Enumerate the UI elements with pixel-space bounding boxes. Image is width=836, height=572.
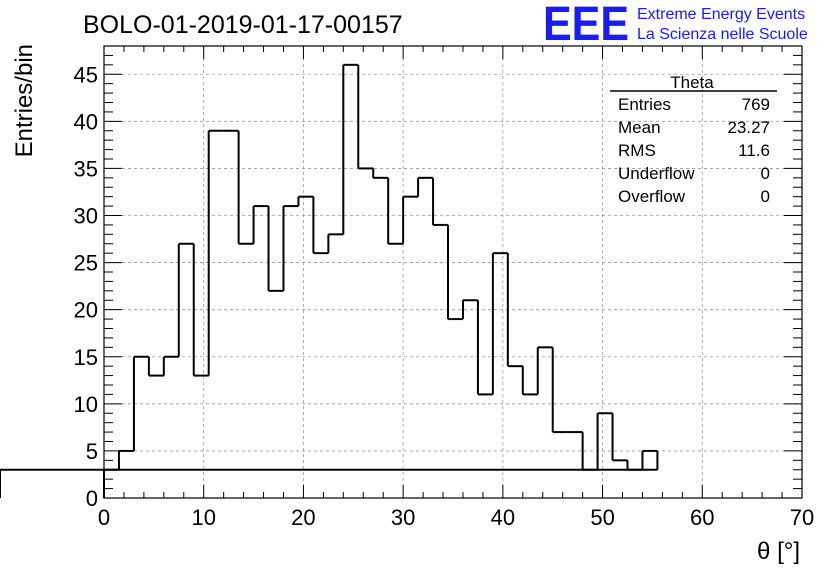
axis-ticks: [103, 45, 803, 499]
x-tick-label: 60: [690, 505, 714, 530]
stats-value: 0: [761, 164, 770, 183]
y-tick-label: 30: [74, 204, 98, 229]
y-axis-label: Entries/bin: [11, 44, 38, 157]
x-tick-label: 0: [98, 505, 110, 530]
stats-label: RMS: [618, 141, 656, 160]
x-tick-label: 70: [790, 505, 814, 530]
stats-value: 769: [742, 95, 770, 114]
eee-logo-mark: EEE: [543, 0, 629, 51]
x-tick-label: 40: [491, 505, 515, 530]
eee-logo: EEE Extreme Energy Events La Scienza nel…: [543, 0, 808, 51]
y-tick-label: 40: [74, 109, 98, 134]
y-tick-label: 0: [86, 486, 98, 511]
chart-title: BOLO-01-2019-01-17-00157: [83, 11, 403, 39]
stats-label: Mean: [618, 118, 661, 137]
y-tick-label: 10: [74, 392, 98, 417]
y-tick-label: 20: [74, 298, 98, 323]
tick-labels: 0 10 20 30 40 50 60 70 0 5 10 15 20 25 30 35 40 45: [74, 62, 815, 530]
x-tick-label: 30: [391, 505, 415, 530]
stats-value: 23.27: [727, 118, 770, 137]
stats-value: 11.6: [738, 141, 770, 160]
x-tick-label: 50: [590, 505, 614, 530]
stats-label: Entries: [618, 95, 671, 114]
logo-line-1: Extreme Energy Events: [637, 6, 805, 23]
plot-frame: [103, 45, 803, 499]
y-tick-label: 25: [74, 251, 98, 276]
x-axis-label: θ [°]: [757, 538, 800, 565]
y-tick-label: 35: [74, 156, 98, 181]
y-tick-label: 15: [74, 345, 98, 370]
histogram-bars: [0, 63, 659, 498]
stats-label: Underflow: [618, 164, 695, 183]
y-tick-label: 45: [74, 62, 98, 87]
x-tick-label: 20: [291, 505, 315, 530]
stats-title: Theta: [670, 73, 714, 92]
stats-value: 0: [761, 187, 770, 206]
grid-lines: [104, 46, 802, 498]
logo-line-2: La Scienza nelle Scuole: [637, 26, 808, 43]
x-tick-label: 10: [191, 505, 215, 530]
y-tick-label: 5: [86, 439, 98, 464]
stats-label: Overflow: [618, 187, 686, 206]
stats-box: Theta Entries 769 Mean 23.27 RMS 11.6 Underflo…: [610, 73, 777, 206]
